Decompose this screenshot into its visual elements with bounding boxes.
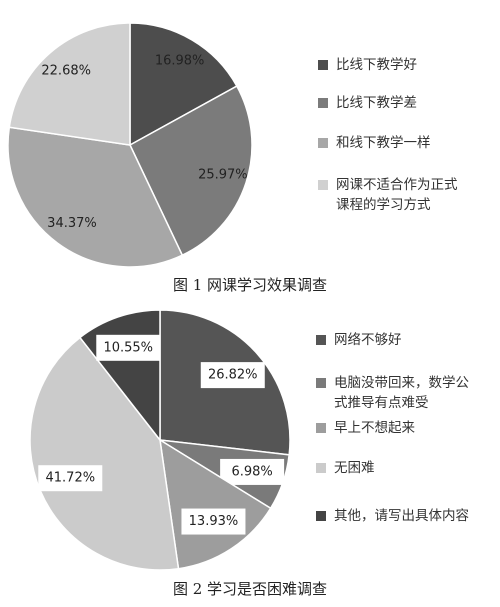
legend-item: 网络不够好 [316, 330, 476, 350]
legend-swatch [318, 138, 328, 148]
legend-text: 网络不够好 [334, 332, 402, 348]
legend-item: 比线下教学差 [318, 93, 468, 113]
legend-swatch [318, 60, 328, 70]
legend-item: 比线下教学好 [318, 55, 468, 75]
label-box [181, 508, 246, 535]
data-label-group: 10.55% [96, 334, 161, 361]
data-label-group: 16.98% [155, 53, 205, 68]
legend-swatch [316, 463, 326, 473]
legend-text: 早上不想起来 [334, 420, 415, 436]
legend-swatch [316, 511, 326, 521]
legend-swatch [316, 423, 326, 433]
pie-slice [7, 126, 184, 268]
data-label: 41.72% [46, 471, 96, 486]
data-label: 34.37% [47, 216, 97, 231]
pie-slice [159, 438, 272, 570]
legend-swatch [316, 378, 326, 388]
legend-item: 电脑没带回来，数学公式推导有点难受 [316, 373, 476, 413]
chart-title: 图 1 网课学习效果调查 [172, 276, 328, 294]
legend-text: 其他，请写出具体内容 [334, 508, 469, 524]
legend-text: 和线下教学一样 [336, 135, 431, 151]
data-label-group: 22.68% [41, 64, 91, 79]
data-label-group: 6.98% [220, 458, 285, 485]
pie-slice [129, 22, 238, 147]
data-label: 22.68% [41, 64, 91, 79]
data-label-group: 41.72% [38, 465, 103, 492]
legend-text: 网课不适合作为正式课程的学习方式 [336, 177, 458, 213]
data-label: 16.98% [155, 53, 205, 68]
chart-title: 图 2 学习是否困难调查 [172, 580, 328, 598]
data-label: 13.93% [189, 514, 239, 529]
legend-item: 和线下教学一样 [318, 133, 468, 153]
legend-text: 电脑没带回来，数学公式推导有点难受 [334, 375, 469, 411]
data-label: 6.98% [231, 464, 272, 479]
data-label: 10.55% [103, 340, 153, 355]
legend-item: 无困难 [316, 458, 476, 478]
legend-item: 早上不想起来 [316, 418, 476, 438]
legend-text: 比线下教学差 [336, 95, 417, 111]
legend-text: 比线下教学好 [336, 57, 417, 73]
pie-slice [8, 22, 131, 146]
data-label-group: 26.82% [200, 362, 265, 389]
data-label-group: 25.97% [198, 167, 248, 182]
data-label: 26.82% [208, 368, 258, 383]
legend-item: 网课不适合作为正式课程的学习方式 [318, 175, 468, 215]
legend-swatch [318, 98, 328, 108]
pie-slice [129, 85, 253, 257]
legend-item: 其他，请写出具体内容 [316, 506, 476, 526]
data-label: 25.97% [198, 167, 248, 182]
legend-swatch [318, 180, 328, 190]
label-box [38, 465, 103, 492]
data-label-group: 34.37% [47, 216, 97, 231]
legend-text: 无困难 [334, 460, 375, 476]
label-box [96, 334, 161, 361]
label-box [200, 362, 265, 389]
data-label-group: 13.93% [181, 508, 246, 535]
label-box [220, 458, 285, 485]
legend-swatch [316, 335, 326, 345]
